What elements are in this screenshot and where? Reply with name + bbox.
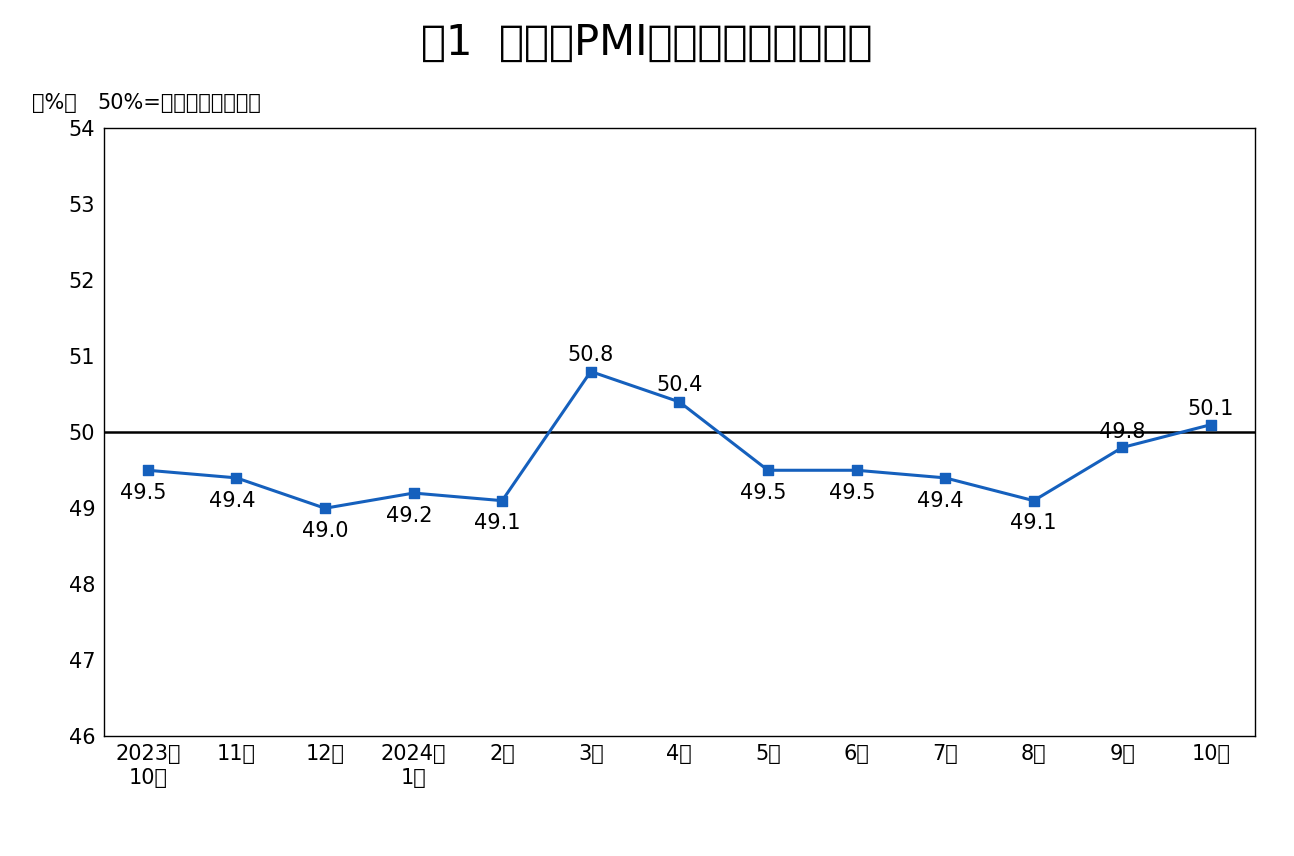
Text: 49.4: 49.4 [917,490,964,511]
Text: 49.5: 49.5 [829,483,875,503]
Point [581,365,602,378]
Point [1024,494,1044,508]
Text: 49.5: 49.5 [120,483,167,503]
Point [757,463,778,477]
Text: 图1  制造业PMI指数（经季节调整）: 图1 制造业PMI指数（经季节调整） [422,21,872,63]
Point [1201,418,1222,431]
Point [669,395,690,408]
Point [137,463,158,477]
Text: 49.1: 49.1 [1011,514,1057,533]
Point [492,494,512,508]
Text: 49.5: 49.5 [740,483,787,503]
Point [404,486,424,500]
Text: 49.1: 49.1 [475,514,521,533]
Text: 49.0: 49.0 [302,521,348,541]
Text: 50.8: 50.8 [568,345,613,365]
Point [934,471,955,484]
Point [226,471,247,484]
Point [314,502,335,515]
Text: 50.1: 50.1 [1188,400,1234,419]
Text: （%）: （%） [32,92,78,113]
Point [846,463,867,477]
Text: 50.4: 50.4 [656,375,703,395]
Text: 49.8: 49.8 [1099,422,1145,443]
Text: 49.2: 49.2 [386,506,432,526]
Text: 50%=与上月比较无变化: 50%=与上月比较无变化 [97,92,261,113]
Point [1112,441,1132,455]
Text: 49.4: 49.4 [208,490,255,511]
